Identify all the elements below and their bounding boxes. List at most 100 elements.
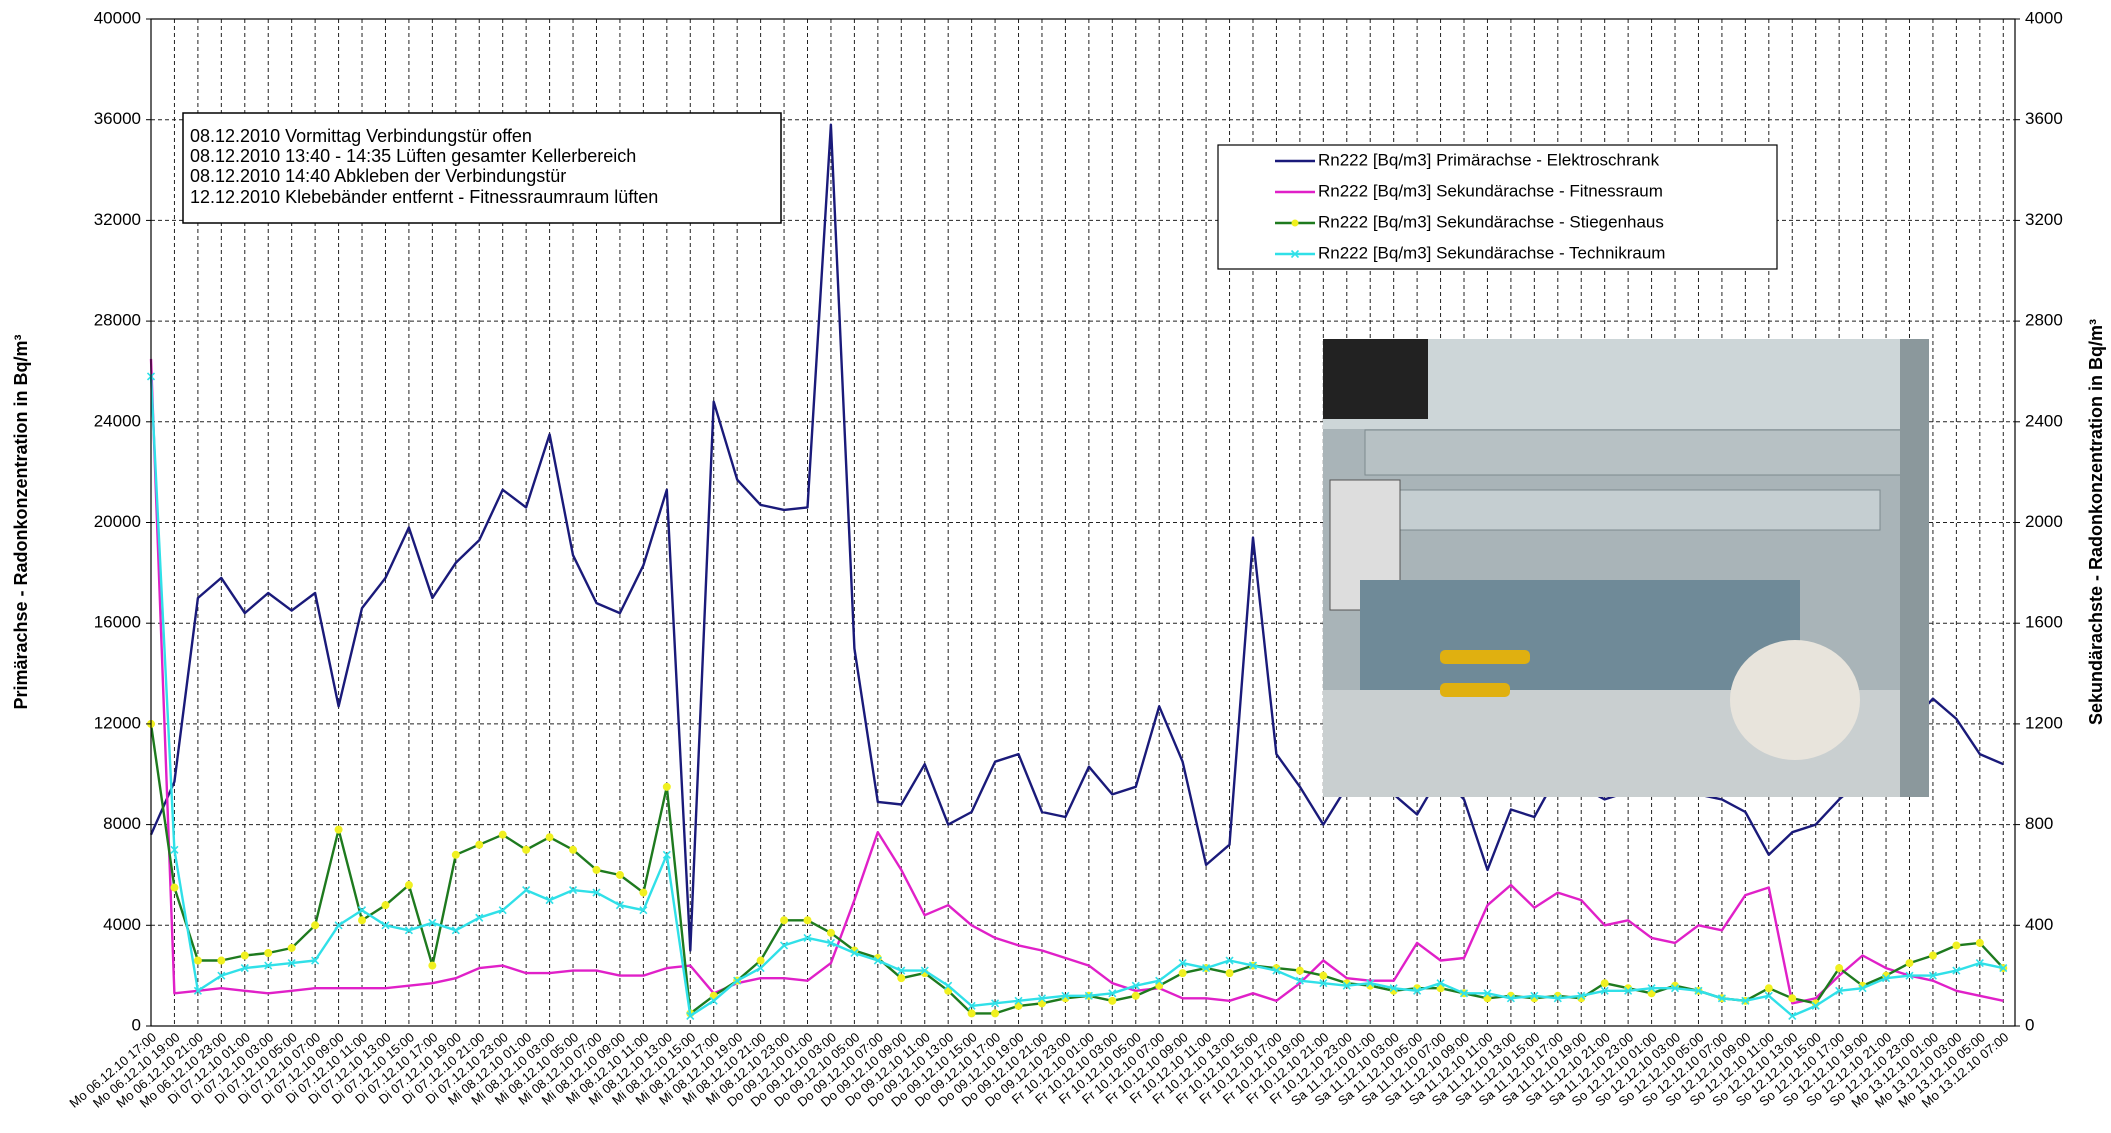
y-tick-label: 32000 <box>94 210 141 229</box>
marker <box>1178 958 1187 968</box>
y2-tick-label: 2400 <box>2025 411 2063 430</box>
marker <box>334 825 343 834</box>
marker <box>1483 994 1492 1003</box>
marker <box>1999 964 2008 973</box>
marker <box>545 896 554 905</box>
y2-axis-title: Sekundärachste - Radonkonzentration in B… <box>2086 319 2106 725</box>
photo-inset <box>1323 339 1929 797</box>
marker <box>803 933 812 942</box>
legend-label: Rn222 [Bq/m3] Sekundärachse - Fitnessrau… <box>1318 181 1663 200</box>
marker <box>1530 991 1539 1000</box>
marker <box>404 926 413 935</box>
marker <box>756 956 765 965</box>
marker <box>709 996 718 1005</box>
marker <box>733 976 742 985</box>
marker <box>311 921 320 930</box>
y2-tick-label: 4000 <box>2025 8 2063 27</box>
legend-items: Rn222 [Bq/m3] Primärachse - Elektroschra… <box>1275 150 1665 262</box>
y2-tick-label: 3600 <box>2025 109 2063 128</box>
marker <box>568 885 578 895</box>
marker <box>1881 974 1891 983</box>
marker <box>1295 976 1304 985</box>
y-axis-title: Primärachse - Radonkonzentration in Bq/m… <box>11 334 31 709</box>
marker <box>1694 986 1703 995</box>
marker <box>193 956 202 965</box>
y-tick-label: 24000 <box>94 411 141 430</box>
marker <box>1225 956 1234 965</box>
annotation-frame <box>182 112 782 224</box>
legend-marker <box>1290 249 1300 259</box>
marker <box>686 1011 695 1020</box>
series-line <box>149 376 2004 1018</box>
y-tick-label: 12000 <box>94 713 141 732</box>
marker <box>1624 986 1633 995</box>
legend-label: Rn222 [Bq/m3] Sekundärachse - Technikrau… <box>1318 243 1665 262</box>
annotation: 08.12.2010 14:40 Abkleben der Verbindung… <box>190 166 566 186</box>
marker <box>569 845 578 854</box>
marker <box>1647 989 1656 998</box>
marker <box>358 916 367 925</box>
annotation: 08.12.2010 13:40 - 14:35 Lüften gesamter… <box>190 146 636 166</box>
marker <box>1131 981 1140 990</box>
marker <box>1061 991 1070 1000</box>
y-tick-label: 0 <box>132 1015 141 1034</box>
marker <box>1506 994 1515 1003</box>
marker <box>850 948 859 958</box>
marker <box>1131 991 1140 1000</box>
annotation: 08.12.2010 Vormittag Verbindungstür offe… <box>190 126 532 146</box>
marker <box>1037 999 1046 1008</box>
marker <box>1108 996 1117 1005</box>
legend-marker <box>1291 219 1299 227</box>
marker <box>756 964 765 973</box>
marker <box>264 948 273 957</box>
photo-device <box>1323 339 1428 419</box>
marker <box>944 981 953 990</box>
marker <box>803 916 812 925</box>
marker <box>170 883 179 892</box>
marker <box>381 921 390 930</box>
marker <box>287 958 296 968</box>
marker <box>897 974 906 983</box>
marker <box>1319 979 1328 988</box>
marker <box>1272 966 1281 975</box>
annotation-box: 08.12.2010 Vormittag Verbindungstür offe… <box>182 112 782 224</box>
marker <box>311 956 320 965</box>
marker <box>873 956 882 965</box>
marker <box>522 885 531 895</box>
photo-rail <box>1364 429 1906 476</box>
marker <box>334 921 343 930</box>
marker <box>428 918 437 927</box>
y-tick-label: 8000 <box>103 814 141 833</box>
marker <box>1108 989 1117 998</box>
series-line <box>149 358 2004 1005</box>
marker <box>1788 1011 1797 1020</box>
marker <box>615 870 624 879</box>
marker <box>1155 976 1164 985</box>
marker <box>1928 971 1938 980</box>
marker <box>1788 994 1797 1003</box>
marker <box>287 943 296 952</box>
marker <box>1366 979 1375 988</box>
legend-label: Rn222 [Bq/m3] Sekundärachse - Stiegenhau… <box>1318 212 1664 231</box>
y-tick-label: 20000 <box>94 512 141 531</box>
marker <box>1600 979 1609 988</box>
marker <box>1811 1001 1820 1010</box>
legend-label: Rn222 [Bq/m3] Primärachse - Elektroschra… <box>1318 150 1660 169</box>
marker <box>1975 958 1984 968</box>
marker <box>1155 981 1164 990</box>
annotation: 12.12.2010 Klebebänder entfernt - Fitnes… <box>190 187 658 207</box>
marker <box>826 928 835 937</box>
photo-screwdriver <box>1440 683 1510 697</box>
marker <box>475 840 484 849</box>
marker <box>1436 984 1445 993</box>
marker <box>1037 994 1047 1003</box>
marker <box>498 830 507 839</box>
marker <box>1553 994 1562 1003</box>
marker <box>897 966 906 975</box>
marker <box>498 906 507 915</box>
y-tick-label: 36000 <box>94 109 141 128</box>
marker <box>1952 966 1961 975</box>
photo-roll <box>1730 640 1860 760</box>
y2-tick-label: 800 <box>2025 814 2053 833</box>
